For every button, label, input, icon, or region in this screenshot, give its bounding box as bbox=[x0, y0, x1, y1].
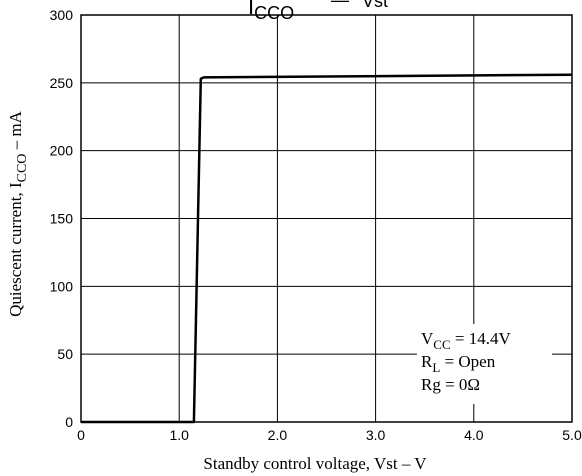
annotation-rg: Rg = 0Ω bbox=[421, 375, 480, 394]
y-axis-label-sub: CCO bbox=[15, 154, 30, 183]
y-tick-label: 50 bbox=[57, 346, 73, 362]
y-axis-label-post: – mA bbox=[6, 110, 25, 153]
title-subscript: CCO bbox=[254, 3, 294, 23]
y-tick-label: 0 bbox=[65, 414, 73, 430]
y-axis-label-pre: Quiescent current, I bbox=[6, 182, 25, 317]
annotation-rl: RL = Open bbox=[421, 352, 496, 375]
y-tick-labels: 0 50 100 150 200 250 300 bbox=[50, 7, 74, 430]
x-tick-label: 2.0 bbox=[268, 427, 288, 443]
y-tick-label: 150 bbox=[50, 211, 74, 227]
x-tick-label: 5.0 bbox=[562, 427, 582, 443]
title-variable: Vst bbox=[362, 0, 388, 11]
series-line bbox=[81, 73, 573, 424]
x-tick-label: 0 bbox=[77, 427, 85, 443]
y-tick-label: 250 bbox=[50, 75, 74, 91]
x-tick-labels: 0 1.0 2.0 3.0 4.0 5.0 bbox=[77, 427, 582, 443]
grid bbox=[81, 15, 572, 422]
x-axis-label: Standby control voltage, Vst – V bbox=[203, 454, 427, 473]
conditions-annotation: VCC = 14.4V RL = Open Rg = 0Ω bbox=[417, 324, 552, 404]
plot-border bbox=[80, 14, 573, 423]
annotation-background bbox=[417, 324, 552, 404]
y-axis-label: Quiescent current, ICCO – mA bbox=[6, 110, 30, 317]
y-tick-label: 100 bbox=[50, 278, 74, 294]
y-tick-label: 200 bbox=[50, 143, 74, 159]
x-tick-label: 1.0 bbox=[169, 427, 189, 443]
title-main: I bbox=[248, 0, 254, 19]
plot-frame bbox=[80, 14, 573, 423]
x-tick-label: 4.0 bbox=[464, 427, 484, 443]
chart-title: ICCO bbox=[248, 0, 294, 23]
annotation-vcc: VCC = 14.4V bbox=[421, 329, 511, 352]
series-group bbox=[81, 73, 573, 424]
title-dash: — bbox=[331, 0, 349, 10]
y-tick-label: 300 bbox=[50, 7, 74, 23]
x-tick-label: 3.0 bbox=[366, 427, 386, 443]
